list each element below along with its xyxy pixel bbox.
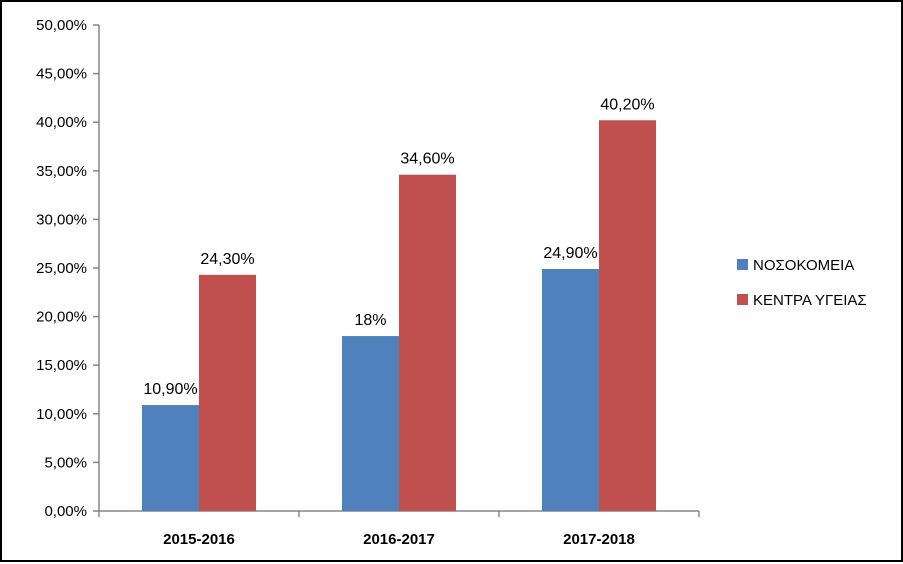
bar-kentra-ygeias-2016-2017 — [399, 174, 456, 512]
y-tick-label: 5,00% — [44, 454, 87, 471]
y-tick-label: 0,00% — [44, 503, 87, 520]
y-tick-label: 25,00% — [36, 260, 87, 277]
bar-kentra-ygeias-2017-2018 — [599, 120, 656, 512]
data-label: 34,60% — [400, 151, 454, 168]
y-tick-label: 35,00% — [36, 163, 87, 180]
legend-swatch — [737, 259, 748, 270]
bar-kentra-ygeias-2015-2016 — [199, 274, 256, 511]
legend: ΝΟΣΟΚΟΜΕΙΑ ΚΕΝΤΡΑ ΥΓΕΙΑΣ — [737, 257, 867, 309]
data-label: 40,20% — [600, 96, 654, 113]
data-label: 24,90% — [543, 245, 597, 262]
x-tick-label: 2015-2016 — [163, 531, 235, 548]
y-tick-label: 15,00% — [36, 357, 87, 374]
legend-swatch — [737, 294, 748, 305]
x-tick-label: 2017-2018 — [563, 531, 635, 548]
data-label: 24,30% — [200, 251, 254, 268]
y-tick-label: 10,00% — [36, 406, 87, 423]
bar-nosokomeia-2016-2017 — [342, 336, 399, 511]
legend-label: ΚΕΝΤΡΑ ΥΓΕΙΑΣ — [753, 292, 867, 309]
data-label: 18% — [354, 312, 386, 329]
y-tick-label: 20,00% — [36, 309, 87, 326]
y-tick-label: 45,00% — [36, 66, 87, 83]
data-label: 10,90% — [143, 381, 197, 398]
y-tick-label: 50,00% — [36, 17, 87, 34]
bar-nosokomeia-2015-2016 — [142, 405, 199, 511]
y-tick-label: 30,00% — [36, 211, 87, 228]
bar-nosokomeia-2017-2018 — [542, 268, 599, 511]
data-labels: 10,90% 18% 24,90% 24,30% 34,60% 40,20% — [143, 96, 654, 398]
x-tick-label: 2016-2017 — [363, 531, 435, 548]
y-tick-label: 40,00% — [36, 114, 87, 131]
legend-label: ΝΟΣΟΚΟΜΕΙΑ — [753, 257, 854, 274]
axes: 0,00% 5,00% 10,00% 15,00% 20,00% 25,00% 30,00%… — [36, 17, 700, 548]
bars — [142, 120, 656, 512]
